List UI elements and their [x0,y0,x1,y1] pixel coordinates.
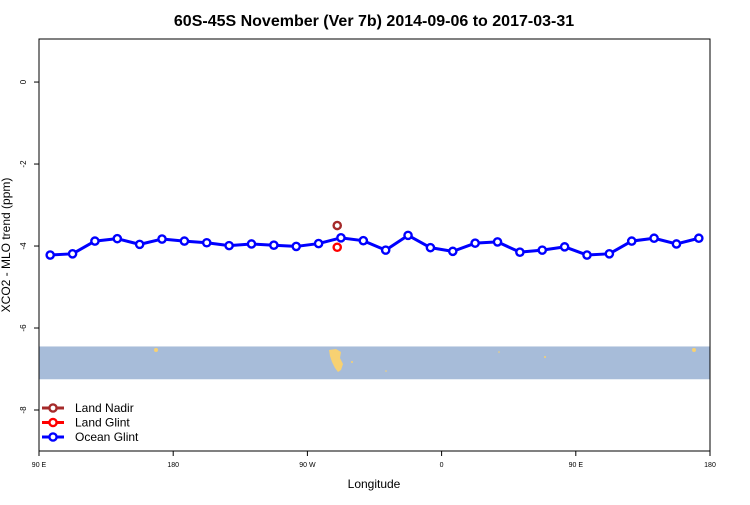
map-land-island [544,356,546,358]
x-tick-label: 180 [704,462,716,469]
ocean-glint-point [291,241,302,252]
ocean-glint-point [694,233,704,244]
y-axis: 0 -2 -4 -6 -8 [19,79,39,414]
x-axis-label: Longitude [348,477,401,491]
ocean-glint-point [201,237,212,248]
map-land-south-america [329,349,343,372]
ocean-glint-point [671,239,682,249]
legend-label: Land Nadir [75,401,134,415]
legend-label: Land Glint [75,416,130,430]
ocean-glint-point [492,237,503,247]
x-tick-label: 180 [167,462,179,469]
ocean-glint-point [246,239,257,249]
x-tick-label: 90 W [299,462,316,469]
y-axis-label: XCO2 - MLO trend (ppm) [0,178,13,313]
ocean-glint-point [537,245,548,255]
ocean-glint-point [179,236,190,246]
ocean-glint-point [45,250,55,260]
ocean-glint-point [269,240,279,251]
y-tick-label: -6 [19,324,28,332]
plot-frame [38,38,711,452]
ocean-glint-point [403,230,413,241]
x-tick-label: 0 [440,462,444,469]
x-tick-label: 90 E [32,462,47,469]
map-land-island [385,370,387,372]
map-land-island [498,351,500,353]
ocean-glint-point [447,246,458,257]
legend-swatch-marker [48,417,58,428]
series-layer [45,220,704,260]
ocean-glint-point [604,249,615,259]
legend-swatch-marker [48,403,58,413]
ocean-glint-point [157,234,167,244]
land-glint-point [332,242,343,253]
map-strip [39,346,710,380]
ocean-glint-point [358,235,369,246]
map-land-island [692,348,696,352]
y-tick-label: -8 [19,406,28,414]
ocean-glint-point [90,236,100,246]
ocean-glint-point [515,247,525,257]
ocean-glint-point [626,236,637,246]
ocean-glint-point [380,245,391,255]
x-tick-label: 90 E [569,462,584,469]
legend-swatch-marker [48,432,58,442]
y-tick-label: -4 [19,242,28,250]
ocean-glint-point [649,233,659,244]
y-tick-label: 0 [19,79,28,84]
ocean-glint-line [50,233,700,257]
y-tick-label: -2 [19,160,28,168]
ocean-glint-point [470,238,480,248]
ocean-glint-point [582,250,592,260]
map-ocean-band [39,346,710,380]
ocean-glint-point [134,239,145,250]
ocean-glint-point [559,242,570,252]
ocean-glint-point [67,249,78,259]
map-land-island [154,348,158,352]
land-nadir-point [332,220,343,231]
ocean-glint-point [425,242,436,253]
ocean-glint-point [112,233,123,244]
chart-title: 60S-45S November (Ver 7b) 2014-09-06 to … [174,13,574,30]
ocean-glint-point [313,238,324,249]
ocean-glint-point [336,233,346,243]
map-land-island [351,361,353,363]
x-axis: 90 E 180 90 W 0 90 E 180 [32,451,716,469]
legend-label: Ocean Glint [75,430,139,444]
ocean-glint-point [224,240,234,251]
